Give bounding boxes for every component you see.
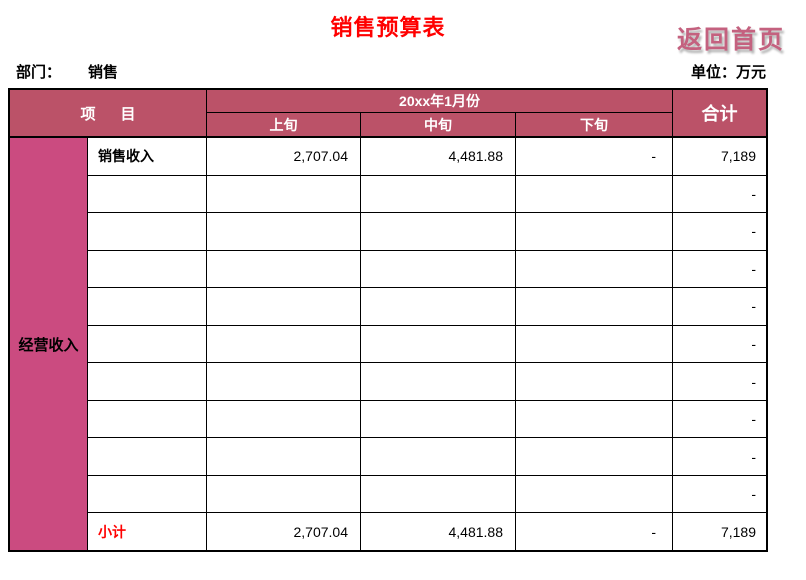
- header-late-period: 下旬: [580, 116, 608, 133]
- table-row: -: [88, 288, 766, 326]
- row-late-cell[interactable]: [516, 250, 673, 288]
- row-late-cell[interactable]: -: [516, 513, 673, 551]
- row-mid-cell[interactable]: 4,481.88: [361, 513, 516, 551]
- row-late-cell[interactable]: [516, 213, 673, 250]
- table-row: -: [88, 363, 766, 401]
- row-item-cell[interactable]: [88, 400, 207, 438]
- row-early-cell[interactable]: [207, 475, 361, 513]
- row-late-cell[interactable]: [516, 475, 673, 513]
- table-row: -: [88, 250, 766, 289]
- row-early-cell[interactable]: [207, 288, 361, 325]
- row-mid-cell[interactable]: [361, 250, 516, 288]
- row-total-cell[interactable]: 7,189: [720, 523, 756, 540]
- table-row: -: [88, 175, 766, 214]
- row-mid-cell[interactable]: [361, 475, 516, 513]
- row-total-cell[interactable]: 7,189: [720, 148, 756, 165]
- row-late-cell[interactable]: [516, 400, 673, 438]
- page-title: 销售预算表: [330, 15, 446, 40]
- table-row: -: [88, 438, 766, 476]
- row-total-cell[interactable]: -: [751, 298, 756, 315]
- row-early-cell[interactable]: [207, 213, 361, 250]
- row-late-cell[interactable]: -: [516, 138, 673, 175]
- department-value-cell[interactable]: 销售: [88, 64, 119, 81]
- row-total-cell[interactable]: -: [751, 486, 756, 503]
- row-item-cell[interactable]: [88, 288, 207, 325]
- header-early-period: 上旬: [207, 113, 361, 136]
- row-mid-cell[interactable]: [361, 213, 516, 250]
- row-early-cell[interactable]: [207, 325, 361, 363]
- row-total-cell[interactable]: -: [751, 260, 756, 277]
- row-mid-cell[interactable]: [361, 288, 516, 325]
- row-total-cell[interactable]: -: [751, 373, 756, 390]
- unit-label: 单位：万元: [690, 64, 766, 81]
- row-item-cell[interactable]: 小计: [88, 513, 207, 551]
- row-item-cell[interactable]: 销售收入: [88, 138, 207, 175]
- row-late-cell[interactable]: [516, 288, 673, 325]
- table-row: 销售收入 2,707.04 4,481.88- 7,189: [88, 138, 766, 176]
- row-early-cell[interactable]: [207, 175, 361, 213]
- row-total-cell[interactable]: -: [751, 448, 756, 465]
- header-month-label: 20xx年1月份: [207, 90, 672, 113]
- row-late-cell[interactable]: [516, 438, 673, 475]
- row-early-cell[interactable]: 2,707.04: [207, 513, 361, 551]
- table-body: 经营收入 销售收入 2,707.04 4,481.88-7,189- - - - - - - - -…: [10, 138, 766, 551]
- row-late-cell[interactable]: [516, 325, 673, 363]
- header-item-column: 项 目: [10, 90, 207, 136]
- row-item-cell[interactable]: [88, 250, 207, 288]
- row-mid-cell[interactable]: 4,481.88: [361, 138, 516, 175]
- header-total-column: 合计: [701, 104, 738, 124]
- row-mid-cell[interactable]: [361, 438, 516, 475]
- table-header: 项 目 20xx年1月份 上旬 中旬 下旬 合计: [10, 90, 766, 138]
- row-early-cell[interactable]: [207, 438, 361, 475]
- row-early-cell[interactable]: [207, 250, 361, 288]
- row-late-cell[interactable]: [516, 175, 673, 213]
- row-early-cell[interactable]: [207, 400, 361, 438]
- row-total-cell[interactable]: -: [751, 411, 756, 428]
- row-mid-cell[interactable]: [361, 325, 516, 363]
- header-month-group: 20xx年1月份 上旬 中旬 下旬: [207, 90, 673, 136]
- row-total-cell[interactable]: -: [751, 223, 756, 240]
- row-mid-cell[interactable]: [361, 175, 516, 213]
- row-mid-cell[interactable]: [361, 400, 516, 438]
- row-late-cell[interactable]: [516, 363, 673, 400]
- row-item-cell[interactable]: [88, 175, 207, 213]
- row-early-cell[interactable]: [207, 363, 361, 400]
- table-row: -: [88, 400, 766, 439]
- row-item-cell[interactable]: [88, 475, 207, 513]
- row-group-label-operating-income: 经营收入: [10, 138, 88, 550]
- meta-row: 部门： 销售 单位：万元: [0, 61, 806, 85]
- table-row: -: [88, 213, 766, 251]
- table-row: -: [88, 325, 766, 364]
- header-subrow: 上旬 中旬 下旬: [207, 113, 672, 136]
- row-item-cell[interactable]: [88, 438, 207, 475]
- row-early-cell[interactable]: 2,707.04: [207, 138, 361, 175]
- row-item-cell[interactable]: [88, 363, 207, 400]
- budget-table: 项 目 20xx年1月份 上旬 中旬 下旬 合计 经营收入 销售收入 2,707.…: [8, 88, 768, 552]
- row-item-cell[interactable]: [88, 213, 207, 250]
- department-label: 部门：: [16, 64, 62, 81]
- row-total-cell[interactable]: -: [751, 336, 756, 352]
- table-row: 小计 2,707.04 4,481.88- 7,189: [88, 513, 766, 551]
- back-home-link[interactable]: 返回首页: [676, 26, 785, 54]
- table-row: -: [88, 475, 766, 514]
- header-mid-period: 中旬: [361, 113, 516, 136]
- table-body-rows: 销售收入 2,707.04 4,481.88-7,189- - - - - - - - - 小计 2,7…: [88, 138, 766, 551]
- row-item-cell[interactable]: [88, 325, 207, 363]
- row-mid-cell[interactable]: [361, 363, 516, 400]
- row-total-cell[interactable]: -: [751, 185, 756, 202]
